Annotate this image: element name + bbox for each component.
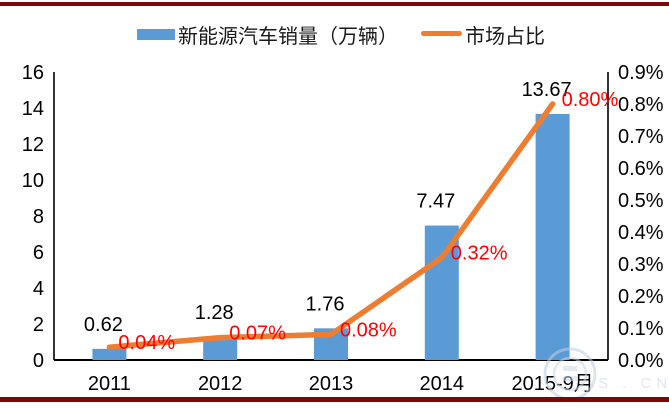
- right-axis-tick-label: 0.8%: [618, 94, 664, 116]
- bottom-frame-bar: [0, 397, 669, 402]
- top-frame-bar: [0, 2, 669, 6]
- x-axis-category-label: 2011: [88, 373, 131, 395]
- line-point-label: 0.32%: [451, 243, 508, 265]
- legend-label-sales: 新能源汽车销量（万辆）: [178, 26, 398, 48]
- bar-value-label: 1.28: [195, 302, 234, 324]
- line-point-label: 0.08%: [340, 319, 397, 341]
- legend-line-swatch: [421, 31, 462, 36]
- right-axis-tick-label: 0.4%: [618, 222, 664, 244]
- left-axis-tick-label: 4: [33, 278, 44, 300]
- right-axis-tick-label: 0.0%: [618, 350, 664, 372]
- right-axis-tick-label: 0.2%: [618, 286, 664, 308]
- legend-label-share: 市场占比: [465, 26, 545, 48]
- chart-legend: 新能源汽车销量（万辆） 市场占比: [0, 0, 669, 54]
- left-axis-tick-label: 6: [33, 242, 44, 264]
- left-axis-tick-label: 2: [33, 314, 44, 336]
- line-point-label: 0.04%: [118, 332, 175, 354]
- sales-bar: [203, 336, 238, 360]
- right-axis-tick-label: 0.7%: [618, 126, 664, 148]
- left-axis-tick-label: 8: [33, 206, 44, 228]
- x-axis-category-label: 2015-9月: [511, 373, 593, 395]
- bar-value-label: 0.62: [84, 314, 123, 336]
- left-axis-tick-label: 14: [22, 98, 44, 120]
- right-axis-tick-label: 0.5%: [618, 190, 664, 212]
- x-axis-category-label: 2012: [198, 373, 243, 395]
- right-axis-tick-label: 0.3%: [618, 254, 664, 276]
- market-share-line: [106, 101, 556, 350]
- sales-bar: [535, 113, 570, 360]
- left-axis-tick-label: 10: [22, 170, 44, 192]
- bar-value-label: 7.47: [416, 191, 455, 213]
- left-axis-tick-label: 0: [33, 350, 44, 372]
- right-axis-tick-label: 0.6%: [618, 158, 664, 180]
- legend-bar-swatch: [137, 29, 175, 40]
- right-axis-tick-label: 0.1%: [618, 318, 664, 340]
- left-axis-tick-label: 16: [22, 62, 44, 84]
- bar-value-label: 13.67: [522, 79, 572, 101]
- line-point-label: 0.07%: [229, 323, 286, 345]
- left-axis-tick-label: 12: [22, 134, 44, 156]
- sales-bar: [424, 225, 459, 360]
- x-axis-category-label: 2013: [309, 373, 354, 395]
- x-axis-category-label: 2014: [420, 373, 465, 395]
- right-axis-tick-label: 0.9%: [618, 62, 664, 84]
- sales-bar: [92, 348, 127, 360]
- bar-value-label: 1.76: [306, 293, 345, 315]
- line-point-label: 0.80%: [562, 89, 619, 111]
